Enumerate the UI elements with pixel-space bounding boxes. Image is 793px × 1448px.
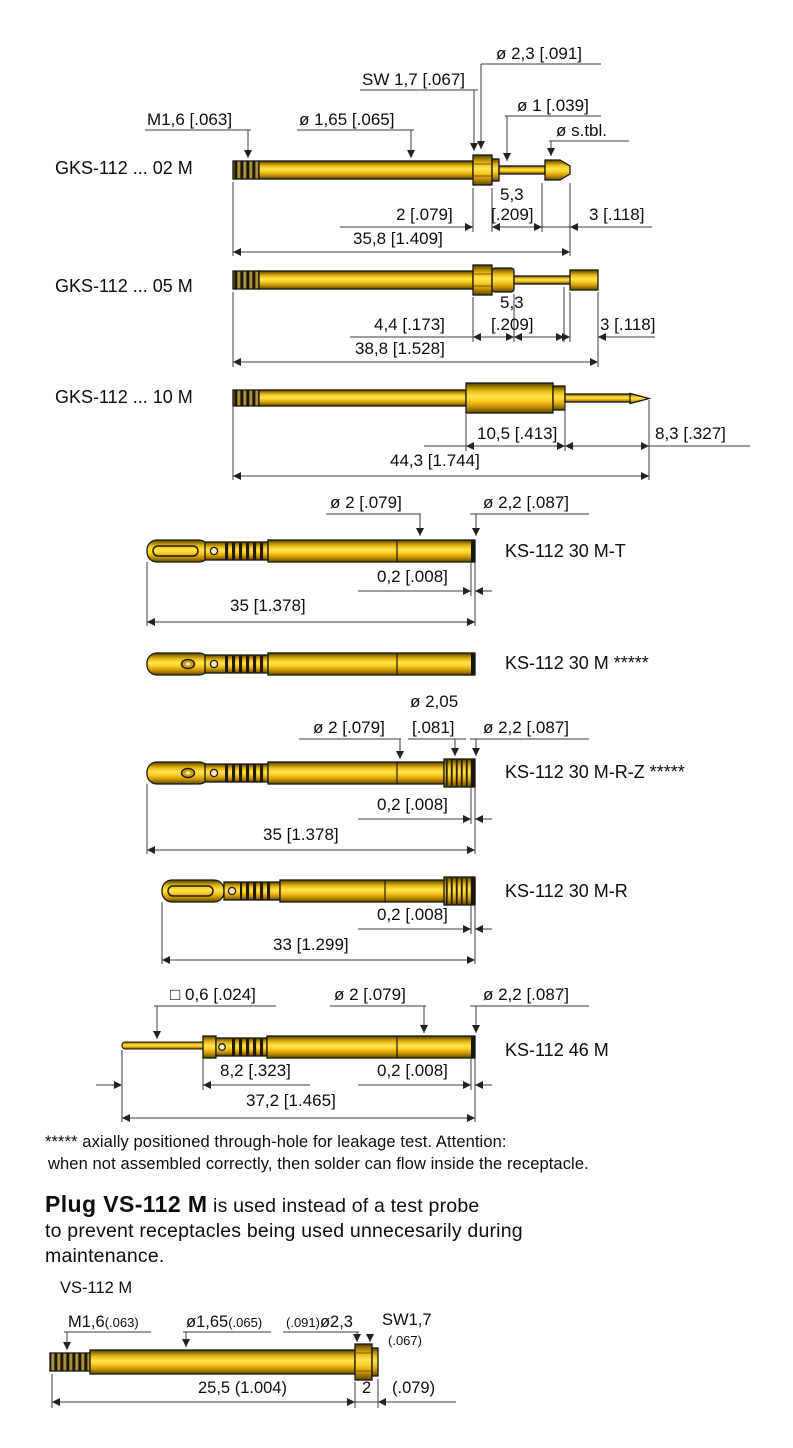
plug-note-line-3: maintenance.	[45, 1245, 165, 1267]
dimension-lines-gks10	[232, 400, 750, 480]
callout-dia-2-05-in: [.081]	[412, 718, 455, 737]
dim-5-3-in: [.209]	[491, 205, 534, 224]
callout-dia-2-3: ø 2,3 [.091]	[496, 44, 582, 63]
dim-total-35: 35 [1.378]	[230, 596, 306, 615]
callout-dia-1-65: ø1,65(.065)	[186, 1313, 263, 1332]
row-title-vs112: VS-112 M	[60, 1279, 133, 1297]
plug-note-line-2: to prevent receptacles being used unnece…	[45, 1220, 523, 1242]
dim-10-5: 10,5 [.413]	[477, 424, 558, 443]
callout-dia-stbl: ø s.tbl.	[556, 121, 608, 140]
probe-ks-112-30mr	[161, 876, 476, 906]
callout-m1-6: M1,6 [.063]	[147, 110, 233, 129]
callout-dia-2-2: ø 2,2 [.087]	[483, 985, 569, 1004]
plug-note-line-1: Plug VS-112 M is used instead of a test …	[45, 1192, 479, 1217]
dimension-lines-vs112	[51, 1374, 456, 1408]
row-title-ks30mt: KS-112 30 M-T	[505, 541, 626, 561]
callout-dia-2: ø 2 [.079]	[334, 985, 406, 1004]
callout-dia-2: ø 2 [.079]	[330, 493, 402, 512]
callout-square-0-6: □ 0,6 [.024]	[170, 985, 256, 1004]
probe-ks-112-30mrz	[146, 758, 476, 788]
dim-2: 2 [.079]	[396, 205, 453, 224]
callout-dia-2-3-mm: ø2,3	[319, 1313, 353, 1331]
callout-sw-1-7-in: (.067)	[388, 1333, 422, 1348]
callout-leaders-gks02	[145, 63, 629, 161]
callout-leaders-ks46m	[153, 1005, 589, 1039]
dim-total-44-3: 44,3 [1.744]	[390, 451, 480, 470]
dimension-lines-ks30mr	[161, 902, 492, 964]
callout-leaders-vs112	[63, 1331, 374, 1350]
probe-gks-112-05m	[232, 264, 599, 296]
row-title-ks30m: KS-112 30 M *****	[505, 653, 649, 673]
dim-0-2: 0,2 [.008]	[377, 795, 448, 814]
callout-dia-2-3: (.091)ø2,3	[286, 1313, 353, 1332]
dim-0-2: 0,2 [.008]	[377, 567, 448, 586]
row-title-gks10: GKS-112 ... 10 M	[55, 387, 193, 407]
callout-dia-1-65-mm: ø1,65	[186, 1313, 229, 1331]
dim-0-2: 0,2 [.008]	[377, 1061, 448, 1080]
probe-ks-112-46m	[121, 1035, 476, 1059]
callout-leaders-ks30mrz	[299, 738, 589, 759]
plug-note-lead: Plug VS-112 M	[45, 1191, 208, 1217]
row-title-ks46m: KS-112 46 M	[505, 1040, 609, 1060]
dim-total-35-8: 35,8 [1.409]	[353, 229, 443, 248]
dim-8-2: 8,2 [.323]	[220, 1061, 291, 1080]
row-title-ks30mrz: KS-112 30 M-R-Z *****	[505, 762, 685, 782]
callout-dia-2-2: ø 2,2 [.087]	[483, 718, 569, 737]
footnote-line-1: ***** axially positioned through-hole fo…	[45, 1133, 507, 1151]
dim-5-3-in: [.209]	[491, 315, 534, 334]
callout-dia-2-2: ø 2,2 [.087]	[483, 493, 569, 512]
dim-4-4: 4,4 [.173]	[374, 315, 445, 334]
callout-sw-1-7: SW1,7	[382, 1311, 432, 1329]
dim-3: 3 [.118]	[600, 315, 656, 334]
probe-vs-112m	[49, 1343, 379, 1381]
probe-gks-112-02m	[232, 154, 571, 186]
dimension-lines-ks30mt	[146, 562, 492, 626]
plug-note-lead-rest: is used instead of a test probe	[207, 1195, 480, 1217]
row-title-gks02: GKS-112 ... 02 M	[55, 158, 193, 178]
dimension-lines-gks05	[232, 287, 655, 367]
callout-dia-1-65-in: (.065)	[228, 1315, 263, 1330]
dim-total-35: 35 [1.378]	[263, 825, 339, 844]
callout-dia-2: ø 2 [.079]	[313, 718, 385, 737]
row-title-ks30mr: KS-112 30 M-R	[505, 881, 628, 901]
dim-total-25-5: 25,5 (1.004)	[198, 1379, 287, 1397]
callout-m1-6-in: (.063)	[104, 1315, 139, 1330]
dimension-lines-ks30mrz	[146, 784, 492, 854]
dim-3: 3 [.118]	[589, 205, 645, 224]
dim-2-mm: 2	[362, 1379, 372, 1397]
probe-ks-112-30mt	[146, 539, 476, 563]
dim-total-37-2: 37,2 [1.465]	[246, 1091, 336, 1110]
dim-0-2: 0,2 [.008]	[377, 905, 448, 924]
dim-5-3-mm: 5,3	[500, 185, 524, 204]
footnote-line-2: when not assembled correctly, then solde…	[48, 1155, 589, 1173]
dim-5-3-mm: 5,3	[500, 293, 524, 312]
callout-m1-6-mm: M1,6	[68, 1313, 105, 1331]
probe-gks-112-10m	[232, 382, 652, 414]
callout-dia-1: ø 1 [.039]	[517, 96, 589, 115]
dim-2-in: (.079)	[392, 1379, 436, 1397]
dimension-lines-ks46m	[96, 1050, 492, 1122]
dimension-lines-gks02	[232, 182, 652, 256]
dim-total-38-8: 38,8 [1.528]	[355, 339, 445, 358]
callout-leaders-ks30mt	[326, 513, 589, 536]
callout-dia-2-05: ø 2,05	[410, 692, 459, 711]
row-title-gks05: GKS-112 ... 05 M	[55, 276, 193, 296]
dim-total-33: 33 [1.299]	[273, 935, 349, 954]
callout-dia-1-65: ø 1,65 [.065]	[299, 110, 395, 129]
callout-sw-1-7: SW 1,7 [.067]	[362, 70, 465, 89]
callout-m1-6: M1,6(.063)	[68, 1313, 139, 1332]
probe-ks-112-30m	[146, 652, 476, 676]
dim-8-3: 8,3 [.327]	[655, 424, 726, 443]
callout-dia-2-3-in: (.091)	[286, 1315, 320, 1330]
